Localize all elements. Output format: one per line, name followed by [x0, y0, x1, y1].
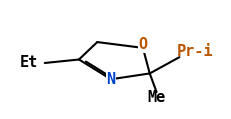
Text: N: N	[106, 72, 116, 87]
Text: Pr-i: Pr-i	[177, 44, 214, 59]
Text: Me: Me	[147, 90, 166, 105]
Text: Et: Et	[20, 55, 38, 70]
Text: O: O	[138, 37, 147, 52]
